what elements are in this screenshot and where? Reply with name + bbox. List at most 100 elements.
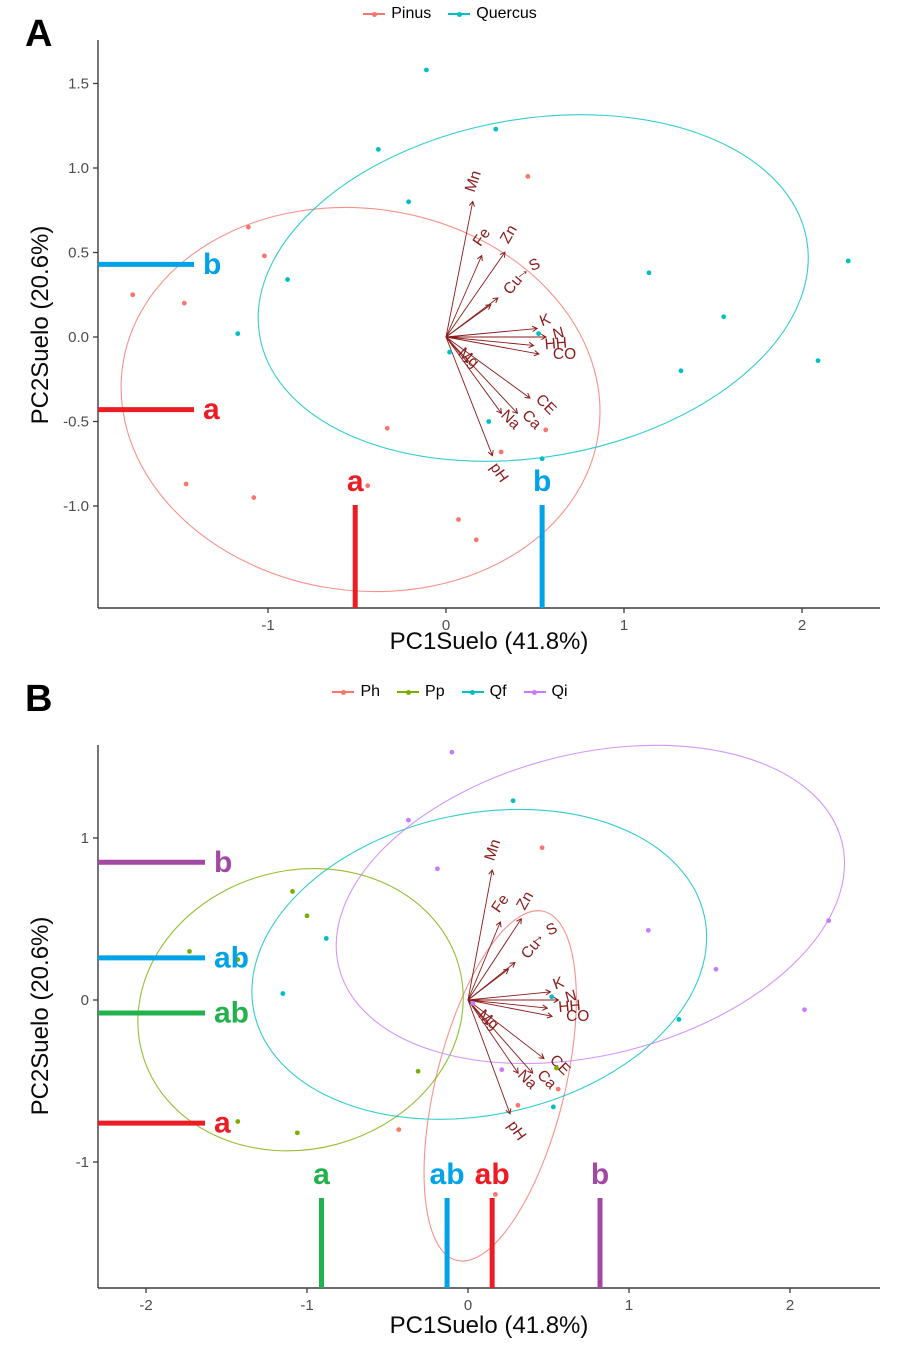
loading-label-Fe: Fe (488, 891, 512, 916)
data-point (539, 845, 545, 851)
y-tick-label: 1.5 (68, 76, 89, 93)
loading-label-Na: Na (497, 407, 523, 433)
x-axis-title-a: PC1Suelo (41.8%) (389, 628, 589, 655)
mean-line-letter: b (214, 846, 232, 879)
data-point (447, 349, 452, 355)
data-point (424, 67, 429, 73)
legend-marker-icon (397, 688, 420, 697)
legend-marker-icon (363, 10, 386, 19)
data-point (304, 913, 310, 919)
loading-arrow-Mn (467, 869, 495, 1001)
data-point (536, 331, 541, 337)
data-point (486, 419, 492, 424)
ellipse-Quercus (257, 114, 809, 462)
y-tick-label: 1 (81, 830, 89, 847)
data-point (323, 936, 329, 941)
legend-label: Qf (489, 683, 507, 700)
data-point (406, 199, 412, 205)
mean-line-letter: b (533, 465, 551, 498)
panel-a-letter: A (25, 13, 53, 55)
ellipse-Pp (137, 868, 464, 1152)
legend-marker-icon (523, 688, 546, 697)
data-point (493, 126, 499, 132)
legend-item-Pinus: Pinus (363, 5, 431, 23)
data-point (549, 994, 555, 1000)
loading-arrow-Zn (467, 917, 522, 1001)
loading-label-CO: CO (566, 1008, 589, 1025)
scatter-Ph (396, 845, 561, 1197)
mean-line-letter: a (203, 393, 220, 426)
loading-arrow-Zn (445, 251, 506, 338)
legend-marker-icon (448, 10, 471, 19)
loading-arrow-pH (467, 999, 512, 1115)
mean-line-letter: a (347, 465, 364, 498)
data-point (235, 1119, 241, 1124)
mean-line-letter: a (214, 1107, 231, 1140)
mean-line-letter: ab (475, 1158, 510, 1191)
x-tick-label: -1 (300, 1297, 313, 1314)
x-tick-label: 2 (798, 617, 806, 634)
loading-arrow-Fe (445, 254, 483, 338)
data-point (539, 456, 545, 462)
legend-panel-b: Ph Pp Qf Qi (0, 683, 900, 701)
data-point (802, 1007, 807, 1013)
data-point (130, 292, 136, 298)
data-point (473, 537, 479, 543)
loading-label-N: N (551, 324, 566, 343)
loading-arrow-Na (467, 999, 519, 1075)
data-point (235, 331, 241, 337)
x-tick-label: -1 (261, 617, 274, 634)
loading-arrow-S (467, 961, 516, 1001)
x-axis-title-b: PC1Suelo (41.8%) (389, 1312, 589, 1339)
scatter-Pp (187, 889, 559, 1136)
mean-line-letter: a (313, 1158, 330, 1191)
y-tick-label: -1 (76, 1154, 89, 1171)
y-tick-label: -0.5 (63, 414, 89, 431)
loading-label-Mn: Mn (481, 837, 504, 863)
x-tick-label: 1 (625, 1297, 633, 1314)
legend-label: Quercus (476, 5, 537, 22)
data-point (183, 481, 189, 487)
loading-label-pH: pH (486, 460, 511, 486)
y-tick-label: 0.5 (68, 245, 89, 262)
data-point (646, 270, 652, 276)
data-point (375, 147, 381, 152)
data-point (815, 358, 821, 364)
mean-line-letter: b (203, 248, 221, 281)
loading-arrow-HH (467, 999, 549, 1011)
y-axis-title-a: PC2Suelo (20.6%) (27, 225, 54, 425)
loading-arrow-Fe (467, 920, 502, 1001)
data-point (470, 1000, 476, 1006)
legend-item-Qf: Qf (461, 683, 507, 701)
loading-arrow-HH (445, 336, 535, 349)
axes-A: -1 0 1 2 1.5 1.0 0.5 0.0 -0.5 -1.0 (63, 40, 880, 634)
data-point (415, 1068, 421, 1074)
legend-marker-icon (332, 688, 355, 697)
data-point (246, 224, 251, 230)
loading-arrow-K (467, 989, 552, 1001)
data-point (262, 253, 267, 259)
scatter-Quercus (235, 67, 851, 462)
loading-arrow-Ca (445, 336, 519, 415)
legend-item-Pp: Pp (397, 683, 445, 701)
loading-arrow-S (445, 297, 499, 338)
legend-label: Qi (551, 683, 568, 700)
loading-arrow-CO (445, 336, 540, 357)
data-point (187, 949, 192, 954)
mean-line-letter: b (591, 1158, 609, 1191)
loading-arrow-pH (445, 336, 494, 457)
legend-label: Pinus (391, 5, 432, 22)
y-tick-label: 0.0 (68, 329, 89, 346)
data-point (280, 991, 286, 996)
x-tick-label: 1 (620, 617, 628, 634)
x-tick-label: 0 (442, 617, 450, 634)
legend-item-Quercus: Quercus (448, 5, 537, 23)
x-tick-label: 0 (464, 1297, 472, 1314)
data-point (476, 1172, 482, 1178)
data-point (845, 258, 851, 264)
